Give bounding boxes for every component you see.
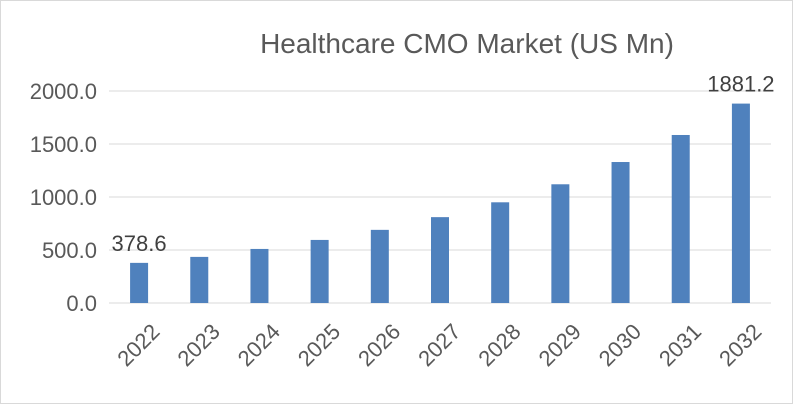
x-tick-label: 2025 — [293, 319, 345, 371]
y-tick-label: 0.0 — [66, 291, 97, 316]
x-tick-label: 2022 — [112, 319, 164, 371]
x-tick-label: 2029 — [534, 319, 586, 371]
bars — [130, 103, 750, 303]
bar-2023 — [190, 256, 209, 303]
x-tick-label: 2032 — [714, 319, 766, 371]
bar-2028 — [491, 202, 510, 303]
x-tick-label: 2024 — [233, 319, 285, 371]
y-tick-label: 1000.0 — [30, 185, 97, 210]
y-tick-label: 500.0 — [42, 238, 97, 263]
bar-2025 — [310, 239, 329, 303]
x-tick-label: 2030 — [594, 319, 646, 371]
chart-title: Healthcare CMO Market (US Mn) — [260, 28, 674, 59]
gridlines — [109, 90, 771, 304]
y-axis-ticks: 0.0 500.0 1000.0 1500.0 2000.0 — [30, 79, 97, 316]
x-tick-label: 2031 — [654, 319, 706, 371]
bar-2024 — [250, 248, 269, 303]
bar-2022 — [130, 262, 149, 303]
bar-2030 — [611, 162, 630, 303]
x-tick-label: 2028 — [473, 319, 525, 371]
y-tick-label: 1500.0 — [30, 132, 97, 157]
x-axis-ticks: 2022 2023 2024 2025 2026 2027 2028 2029 2030 2031… — [112, 319, 766, 371]
x-tick-label: 2027 — [413, 319, 465, 371]
bar-2026 — [370, 229, 389, 303]
y-tick-label: 2000.0 — [30, 79, 97, 104]
data-label-2032: 1881.2 — [707, 72, 774, 97]
bar-2031 — [671, 134, 690, 303]
bar-2029 — [551, 184, 570, 303]
bar-2032 — [731, 103, 750, 303]
data-labels: 378.6 1881.2 — [112, 72, 775, 256]
x-tick-label: 2023 — [173, 319, 225, 371]
data-label-2022: 378.6 — [112, 231, 167, 256]
x-tick-label: 2026 — [353, 319, 405, 371]
bar-2027 — [431, 217, 449, 303]
